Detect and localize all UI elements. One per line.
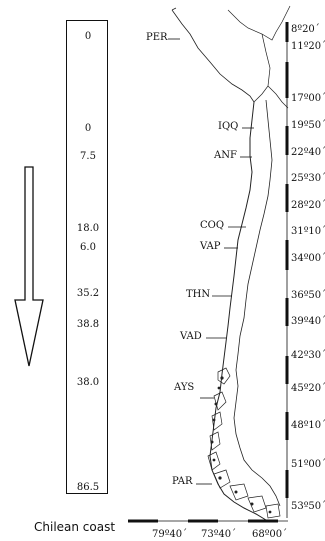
lat-label: 22º40´ xyxy=(291,147,325,158)
lat-label: 53º50´ xyxy=(291,501,325,512)
chile-coastline xyxy=(209,101,267,521)
lat-label: 11º20´ xyxy=(291,41,325,52)
lat-label: 17º00´ xyxy=(291,93,325,104)
lat-label: 31º10´ xyxy=(291,226,325,237)
value-per: 0 xyxy=(84,31,92,42)
site-leader-lines xyxy=(168,38,254,485)
lat-label: 51º00´ xyxy=(291,459,325,470)
island-dots xyxy=(210,376,272,514)
value-par: 86.5 xyxy=(76,482,100,493)
lon-label: 68º00´ xyxy=(252,529,288,540)
site-label-vap: VAP xyxy=(200,241,221,252)
caption: Chilean coast xyxy=(34,520,116,534)
values-column: 0 0 7.5 18.0 6.0 35.2 38.8 38.0 86.5 xyxy=(66,20,108,494)
lat-label: 8º20´ xyxy=(291,24,320,35)
lon-label: 79º40´ xyxy=(152,529,188,540)
site-label-anf: ANF xyxy=(214,150,237,161)
lat-label: 28º20´ xyxy=(291,200,325,211)
southern-islands xyxy=(207,367,281,519)
chile-eastern-border xyxy=(233,99,281,507)
lat-label: 25º30´ xyxy=(291,173,325,184)
lat-label: 39º40´ xyxy=(291,316,325,327)
value-coq: 18.0 xyxy=(76,223,100,234)
value-vap: 6.0 xyxy=(80,242,96,253)
value-iqq: 0 xyxy=(84,123,92,134)
value-thn: 35.2 xyxy=(76,288,100,299)
lat-label: 48º10´ xyxy=(291,420,325,431)
site-label-par: PAR xyxy=(172,476,193,487)
lat-label: 42º30´ xyxy=(291,350,325,361)
site-label-ays: AYS xyxy=(174,382,195,393)
lat-label: 36º50´ xyxy=(291,290,325,301)
value-anf: 7.5 xyxy=(80,151,96,162)
site-label-iqq: IQQ xyxy=(218,121,239,132)
lat-label: 45º20´ xyxy=(291,383,325,394)
lat-label: 19º50´ xyxy=(291,120,325,131)
down-arrow-icon xyxy=(14,166,44,367)
site-label-thn: THN xyxy=(186,289,211,300)
border-lines xyxy=(171,5,291,109)
value-vad: 38.8 xyxy=(76,319,100,330)
site-label-vad: VAD xyxy=(180,331,202,342)
northern-coastline xyxy=(171,9,255,103)
site-label-coq: COQ xyxy=(200,220,225,231)
lon-label: 73º40´ xyxy=(201,529,237,540)
site-label-per: PER xyxy=(146,32,168,43)
lat-label: 34º00´ xyxy=(291,253,325,264)
value-ays: 38.0 xyxy=(76,377,100,388)
